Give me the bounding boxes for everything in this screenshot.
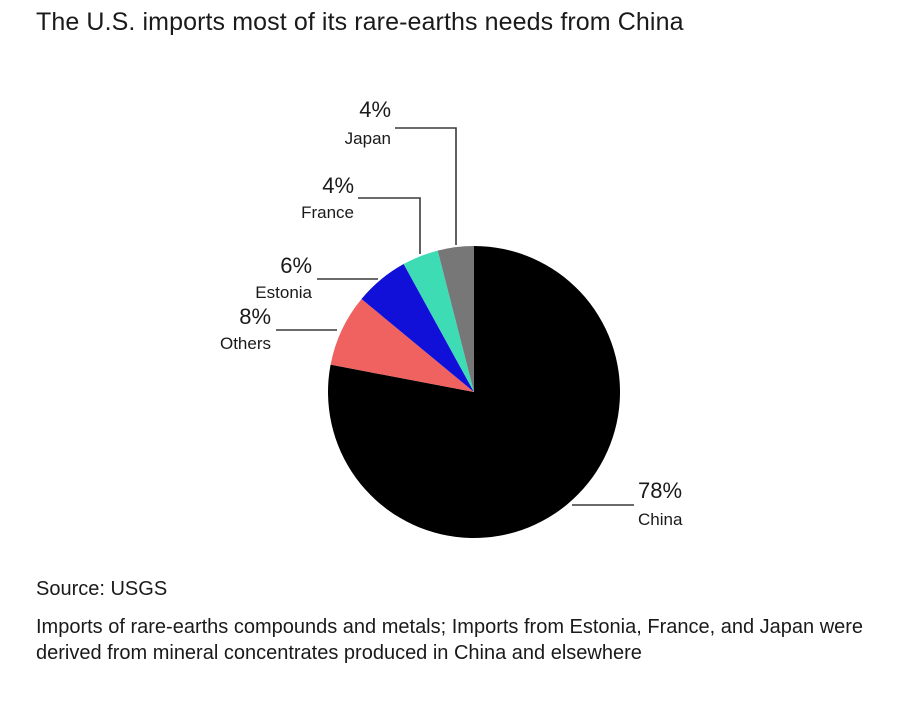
data-label-percent-estonia: 6% <box>280 253 312 278</box>
source-note: Source: USGS <box>36 578 168 600</box>
data-label-percent-others: 8% <box>239 304 271 329</box>
data-label-percent-japan: 4% <box>359 97 391 122</box>
leader-line-japan <box>395 127 457 245</box>
data-label-percent-france: 4% <box>322 173 354 198</box>
data-label-percent-china: 78% <box>638 478 682 503</box>
data-label-name-japan: Japan <box>345 129 391 148</box>
pie-slice-estonia <box>361 264 474 392</box>
data-label-name-france: France <box>301 203 354 222</box>
pie-slice-china <box>328 246 621 538</box>
data-label-name-estonia: Estonia <box>255 283 312 302</box>
pie-slice-france <box>403 250 474 392</box>
pie-slice-others <box>330 298 474 392</box>
data-label-name-others: Others <box>220 334 271 353</box>
chart-title: The U.S. imports most of its rare-earths… <box>36 8 684 36</box>
footnote: Imports of rare-earths compounds and met… <box>36 616 864 664</box>
pie-slice-japan <box>437 246 474 392</box>
data-label-name-china: China <box>638 510 683 529</box>
leader-line-france <box>358 197 421 254</box>
